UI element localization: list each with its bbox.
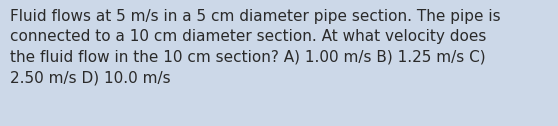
Text: Fluid flows at 5 m/s in a 5 cm diameter pipe section. The pipe is
connected to a: Fluid flows at 5 m/s in a 5 cm diameter … [10,9,501,85]
